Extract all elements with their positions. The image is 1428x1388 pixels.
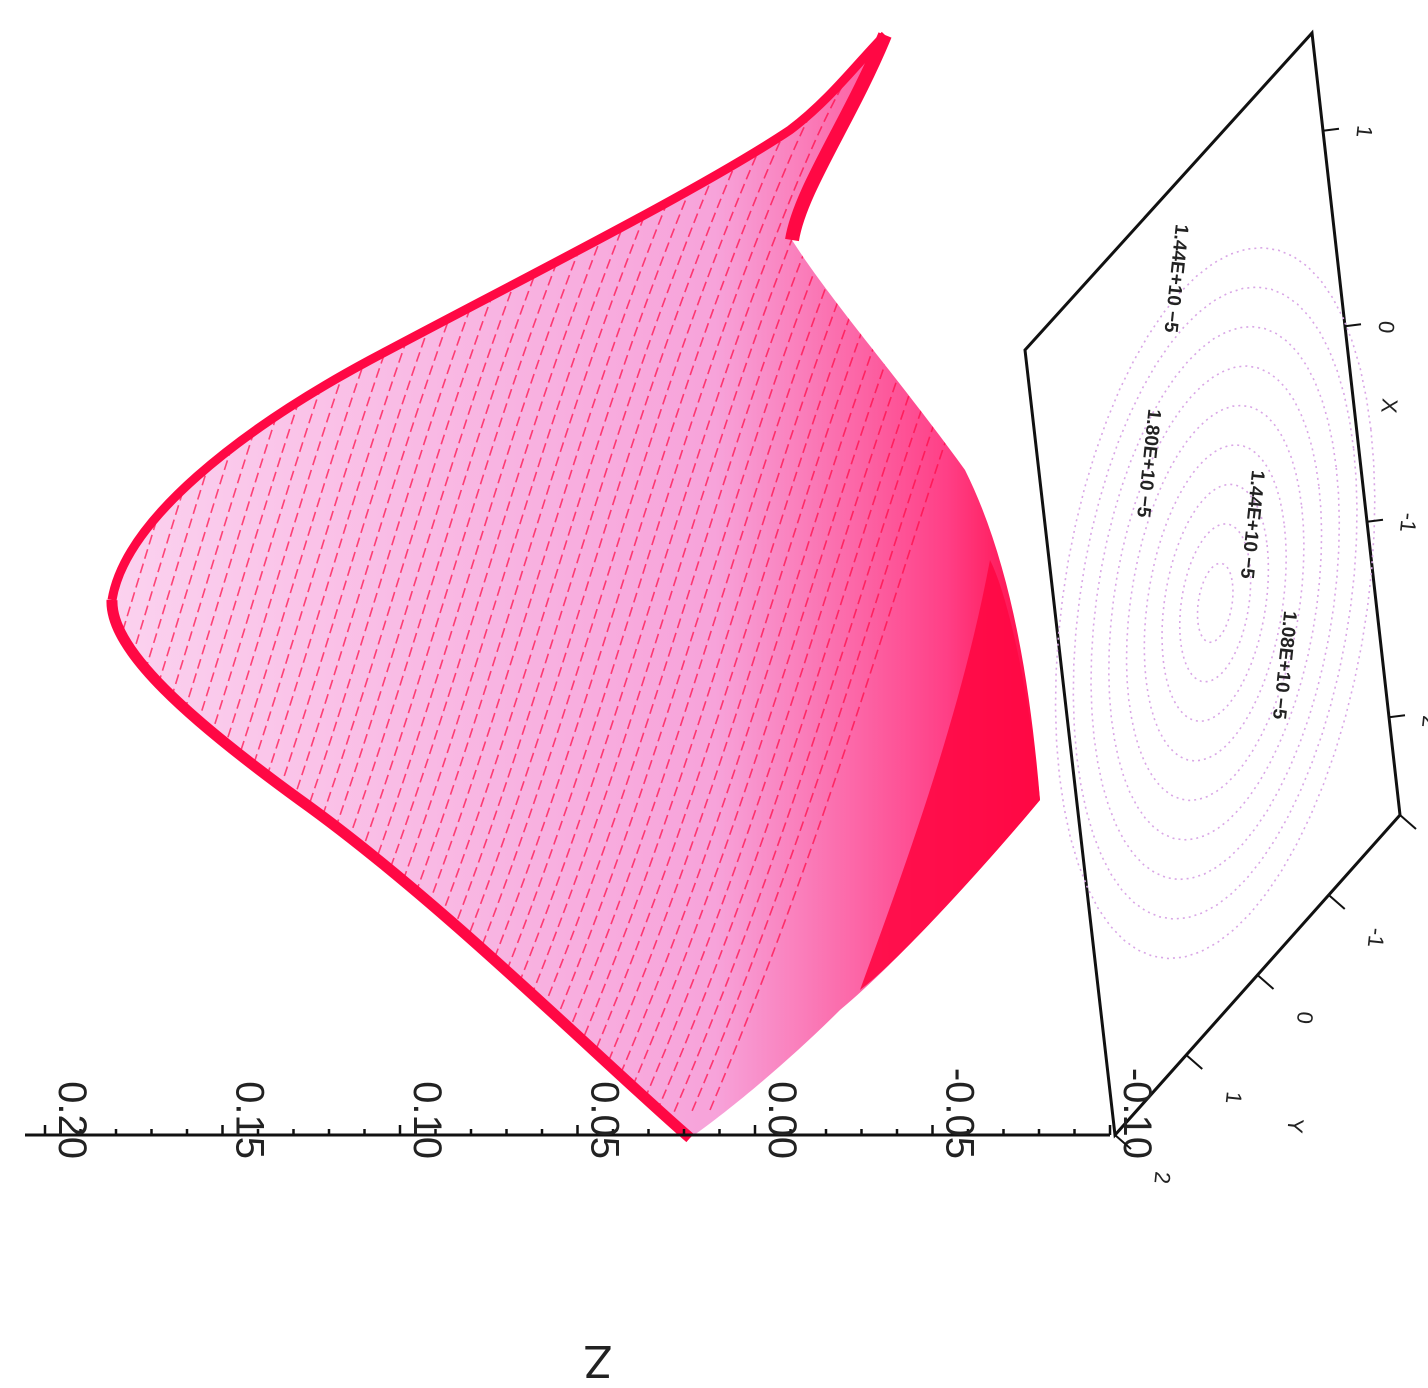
z-tick-label: -0.05 — [938, 1068, 982, 1159]
contour-label: 1.80E+10 −5 — [1132, 408, 1164, 519]
surface-mesh-line — [441, 35, 923, 1124]
x-axis-tick — [1366, 518, 1384, 523]
y-axis-label: Y — [1282, 1117, 1308, 1135]
surface-mesh-line — [405, 35, 887, 1125]
xy-axes: 210-1-210-1-2XY — [1114, 124, 1428, 1185]
z-axis: 0.20 0.15 0.10 0.05 0.00 -0.05 -0.10 — [25, 1068, 1159, 1159]
x-axis-tick — [1322, 127, 1340, 132]
x-axis-label: X — [1376, 397, 1402, 415]
x-tick-label: -1 — [1395, 512, 1422, 534]
surface-tip-edge — [785, 32, 892, 242]
z-tick-label: 0.15 — [228, 1081, 272, 1159]
surface-top-edge — [107, 31, 889, 601]
surface-mesh-line — [637, 35, 1041, 1114]
contour-line — [1054, 246, 1376, 960]
x-axis-tick — [1388, 714, 1406, 719]
z-tick-label: 0.10 — [405, 1081, 449, 1159]
surface-mesh-line — [673, 35, 1041, 1113]
surface-mesh — [106, 31, 1041, 1143]
x-axis-tick — [1344, 323, 1362, 328]
x-tick-label: -2 — [1417, 707, 1428, 729]
surface-mesh-line — [459, 35, 941, 1123]
z-tick-label: 0.20 — [50, 1081, 94, 1159]
surface-mesh-line — [369, 35, 851, 1127]
surface-mesh-line — [619, 35, 1041, 1115]
surface-mesh-line — [566, 35, 1041, 1118]
contour-base-plane: 1.80E+10 −51.44E+10 −51.44E+10 −51.08E+1… — [1023, 29, 1402, 1139]
base-plane-frame — [1023, 29, 1402, 1139]
contour-label: 1.44E+10 −5 — [1159, 223, 1191, 334]
surface-mesh-line — [548, 35, 1030, 1118]
surface-mesh-line — [512, 35, 994, 1120]
surface-shaded-region — [860, 560, 1040, 990]
contour-line — [1090, 325, 1341, 881]
surface-mesh-line — [655, 35, 1041, 1113]
surface-mesh-line — [602, 35, 1041, 1116]
surface-mesh-line — [584, 35, 1041, 1117]
surface-mesh-line — [387, 35, 869, 1126]
z-tick-label: 0.00 — [760, 1081, 804, 1159]
contour-line — [1161, 483, 1270, 723]
z-axis-label: Z — [584, 1336, 612, 1388]
y-axis-tick — [1114, 1134, 1132, 1150]
contour-line — [1072, 286, 1358, 920]
z-tick-label: -0.10 — [1115, 1068, 1159, 1159]
contour-line — [1107, 365, 1323, 841]
y-axis-tick — [1328, 894, 1346, 910]
surface-fill — [111, 35, 1041, 1138]
contour-line — [1125, 404, 1305, 802]
y-axis-tick — [1256, 974, 1275, 990]
surface-mesh-line — [494, 35, 976, 1121]
z-tick-label: 0.05 — [583, 1081, 627, 1159]
contour-label: 1.44E+10 −5 — [1236, 469, 1268, 580]
contour-line — [1196, 562, 1234, 644]
y-tick-label: 0 — [1292, 1010, 1318, 1025]
y-tick-label: 1 — [1221, 1090, 1247, 1105]
surface-bottom-edge — [106, 599, 694, 1143]
x-tick-label: 1 — [1351, 124, 1377, 139]
y-axis-tick — [1399, 814, 1417, 830]
contour-label: 1.08E+10 −5 — [1268, 610, 1300, 721]
surface-mesh-line — [476, 35, 959, 1122]
y-axis-tick — [1185, 1054, 1203, 1070]
y-tick-label: 2 — [1149, 1170, 1175, 1185]
surface-mesh-line — [530, 35, 1012, 1119]
x-tick-label: 0 — [1373, 320, 1399, 335]
surface-mesh-line — [423, 35, 905, 1124]
y-tick-label: -1 — [1363, 927, 1390, 949]
